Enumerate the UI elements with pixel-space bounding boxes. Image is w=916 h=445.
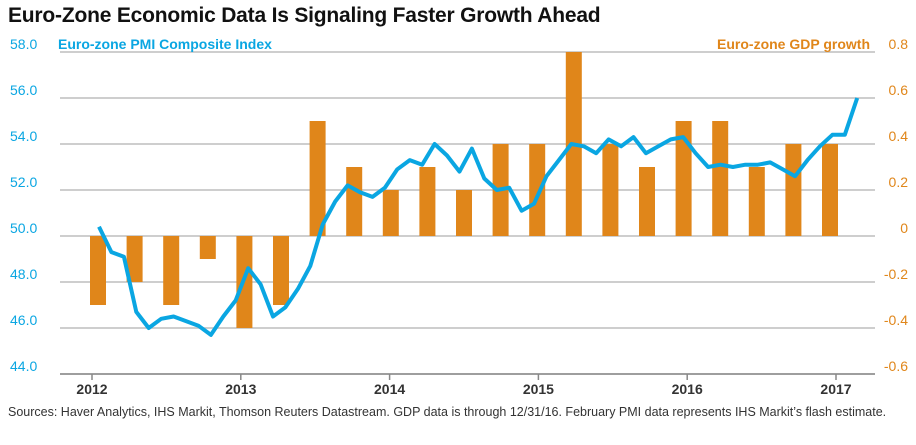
left-tick-label: 50.0 bbox=[10, 220, 37, 236]
gdp-bar bbox=[712, 121, 729, 236]
gdp-bar bbox=[199, 236, 216, 259]
gdp-bar bbox=[346, 167, 363, 236]
gdp-bar bbox=[748, 167, 765, 236]
source-note: Sources: Haver Analytics, IHS Markit, Th… bbox=[8, 405, 887, 419]
right-tick-label: 0.2 bbox=[889, 174, 909, 190]
chart-title: Euro-Zone Economic Data Is Signaling Fas… bbox=[8, 4, 601, 27]
right-tick-label: 0.6 bbox=[889, 82, 909, 98]
right-axis-label: Euro-zone GDP growth bbox=[717, 36, 870, 52]
left-tick-label: 54.0 bbox=[10, 128, 37, 144]
gdp-bar bbox=[419, 167, 436, 236]
left-tick-label: 44.0 bbox=[10, 358, 37, 374]
right-tick-label: 0.4 bbox=[889, 128, 909, 144]
left-tick-label: 46.0 bbox=[10, 312, 37, 328]
right-tick-label: 0.8 bbox=[889, 36, 909, 52]
gdp-bar bbox=[675, 121, 692, 236]
right-tick-label: -0.2 bbox=[884, 266, 908, 282]
gdp-bar bbox=[639, 167, 655, 236]
gdp-bar bbox=[822, 144, 838, 236]
left-tick-label: 52.0 bbox=[10, 174, 37, 190]
x-tick-label: 2017 bbox=[820, 381, 851, 397]
left-tick-label: 48.0 bbox=[10, 266, 37, 282]
gdp-bar bbox=[382, 190, 399, 236]
right-tick-label: -0.6 bbox=[884, 358, 908, 374]
left-axis-label: Euro-zone PMI Composite Index bbox=[58, 36, 272, 52]
gdp-bar bbox=[309, 121, 326, 236]
pmi-line bbox=[97, 97, 860, 337]
gdp-bar bbox=[529, 144, 546, 236]
left-tick-label: 56.0 bbox=[10, 82, 37, 98]
x-tick-label: 2015 bbox=[523, 381, 554, 397]
x-tick-label: 2012 bbox=[76, 381, 107, 397]
gdp-bar bbox=[163, 236, 180, 305]
left-tick-label: 58.0 bbox=[10, 36, 37, 52]
gdp-bar bbox=[602, 144, 619, 236]
gdp-bar bbox=[785, 144, 802, 236]
x-tick-label: 2016 bbox=[672, 381, 703, 397]
right-tick-label: -0.4 bbox=[884, 312, 908, 328]
gdp-bar bbox=[90, 236, 106, 305]
x-tick-label: 2014 bbox=[374, 381, 405, 397]
gdp-bar bbox=[273, 236, 289, 305]
right-tick-label: 0 bbox=[900, 220, 908, 236]
x-tick-label: 2013 bbox=[225, 381, 256, 397]
gdp-bar bbox=[126, 236, 143, 282]
gdp-bar bbox=[456, 190, 472, 236]
